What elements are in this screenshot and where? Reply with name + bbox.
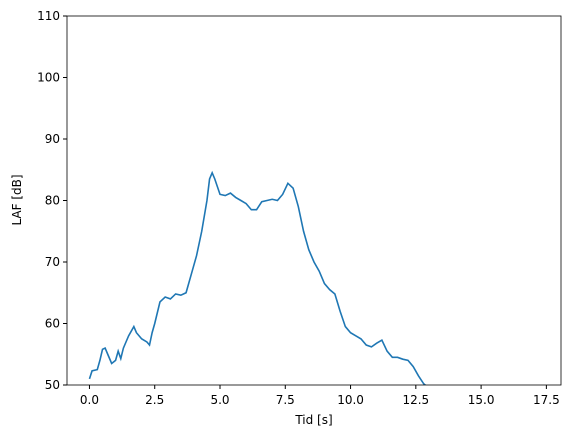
y-tick-label: 110 — [37, 9, 60, 23]
y-tick-label: 90 — [45, 132, 60, 146]
y-tick-label: 100 — [37, 71, 60, 85]
x-tick-label: 7.5 — [276, 393, 295, 407]
x-tick-label: 10.0 — [337, 393, 364, 407]
x-tick-label: 0.0 — [80, 393, 99, 407]
data-line — [88, 170, 427, 385]
plot-frame — [66, 15, 562, 386]
y-axis-label: LAF [dB] — [10, 174, 24, 225]
y-tick-label: 60 — [45, 317, 60, 331]
x-axis-label: Tid [s] — [294, 413, 332, 427]
x-tick-label: 15.0 — [468, 393, 495, 407]
x-tick-label: 12.5 — [402, 393, 429, 407]
y-tick-label: 80 — [45, 194, 60, 208]
y-tick-label: 70 — [45, 255, 60, 269]
x-tick-label: 2.5 — [145, 393, 164, 407]
y-tick-label: 50 — [45, 378, 60, 392]
x-tick-label: 17.5 — [533, 393, 560, 407]
x-tick-label: 5.0 — [210, 393, 229, 407]
